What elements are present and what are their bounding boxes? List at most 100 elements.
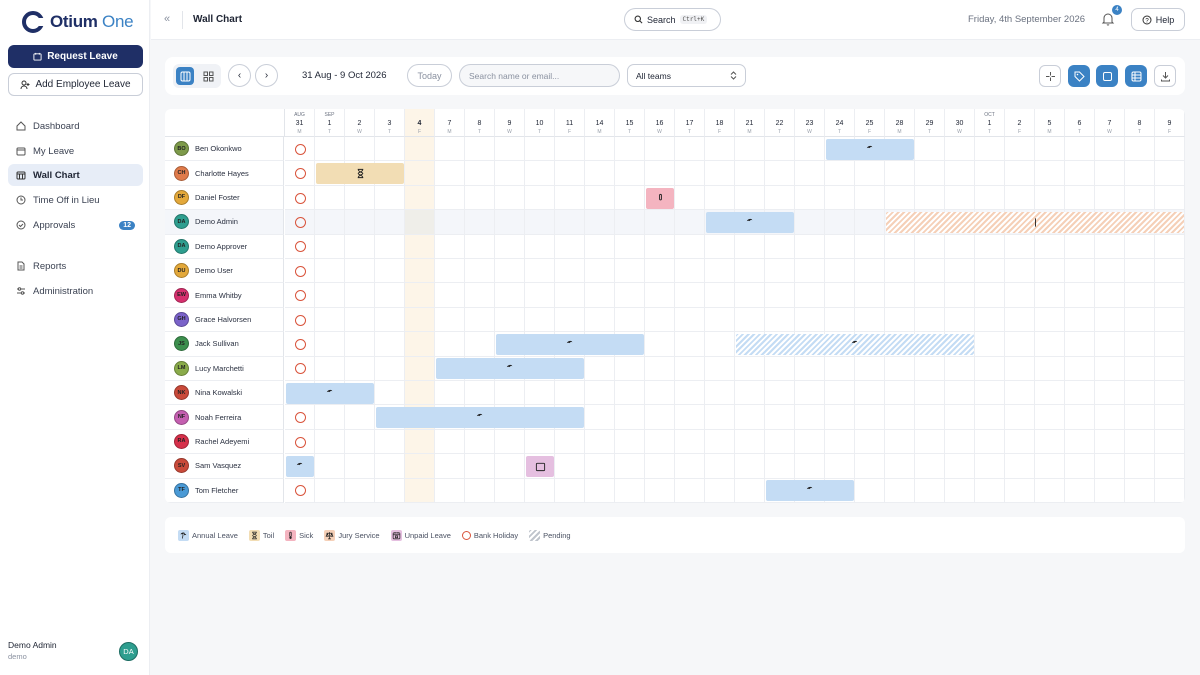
- day-cell[interactable]: [345, 185, 375, 211]
- day-cell[interactable]: [975, 307, 1005, 333]
- day-cell[interactable]: [645, 356, 675, 381]
- day-cell[interactable]: [855, 234, 885, 259]
- day-cell[interactable]: [855, 259, 885, 284]
- day-cell[interactable]: [735, 307, 765, 333]
- day-cell[interactable]: [555, 259, 585, 284]
- day-cell[interactable]: [1155, 429, 1185, 455]
- day-cell[interactable]: [555, 356, 585, 381]
- day-cell[interactable]: [495, 307, 525, 333]
- day-cell[interactable]: [675, 210, 705, 235]
- annual-leave-bar[interactable]: [766, 480, 854, 502]
- day-cell[interactable]: [435, 161, 465, 186]
- day-cell[interactable]: [705, 307, 735, 333]
- day-cell[interactable]: [1095, 137, 1125, 162]
- day-cell[interactable]: [825, 234, 855, 259]
- day-cell[interactable]: [1095, 356, 1125, 381]
- day-cell[interactable]: [825, 259, 855, 284]
- day-cell[interactable]: [915, 356, 945, 381]
- day-cell[interactable]: [585, 478, 615, 503]
- day-cell[interactable]: [1095, 259, 1125, 284]
- nav-dashboard[interactable]: Dashboard: [8, 115, 143, 137]
- day-cell[interactable]: [915, 307, 945, 333]
- day-cell[interactable]: [765, 429, 795, 455]
- unpaid-leave-bar[interactable]: [526, 455, 554, 477]
- day-cell[interactable]: [1005, 259, 1035, 284]
- day-cell[interactable]: [735, 356, 765, 381]
- day-cell[interactable]: [615, 356, 645, 381]
- day-cell[interactable]: [285, 478, 315, 503]
- day-cell[interactable]: [1125, 356, 1155, 381]
- day-cell[interactable]: [705, 185, 735, 211]
- day-cell[interactable]: [885, 137, 915, 162]
- day-cell[interactable]: [735, 137, 765, 162]
- annual-leave-bar[interactable]: [436, 358, 584, 380]
- day-cell[interactable]: [495, 454, 525, 479]
- employee-name-cell[interactable]: RA Rachel Adeyemi: [165, 429, 284, 455]
- day-cell[interactable]: [705, 429, 735, 455]
- day-cell[interactable]: [705, 283, 735, 308]
- day-cell[interactable]: [735, 405, 765, 430]
- day-cell[interactable]: [675, 405, 705, 430]
- day-cell[interactable]: [1125, 429, 1155, 455]
- day-cell[interactable]: [915, 259, 945, 284]
- day-cell[interactable]: [735, 259, 765, 284]
- day-cell[interactable]: [1035, 429, 1065, 455]
- day-cell[interactable]: [495, 381, 525, 406]
- day-cell[interactable]: [1065, 454, 1095, 479]
- day-cell[interactable]: [705, 234, 735, 259]
- day-cell[interactable]: [555, 161, 585, 186]
- day-cell[interactable]: [1095, 332, 1125, 357]
- day-cell[interactable]: [525, 478, 555, 503]
- previous-period-button[interactable]: ‹: [228, 64, 251, 87]
- day-cell[interactable]: [675, 356, 705, 381]
- day-cell[interactable]: [285, 137, 315, 162]
- day-cell[interactable]: [675, 137, 705, 162]
- day-cell[interactable]: [375, 478, 405, 503]
- day-cell[interactable]: [555, 429, 585, 455]
- day-cell[interactable]: [495, 234, 525, 259]
- day-cell[interactable]: [825, 161, 855, 186]
- day-cell[interactable]: [675, 478, 705, 503]
- day-cell[interactable]: [405, 356, 435, 381]
- day-cell[interactable]: [345, 259, 375, 284]
- day-cell[interactable]: [495, 478, 525, 503]
- day-cell[interactable]: [375, 210, 405, 235]
- day-cell[interactable]: [795, 137, 825, 162]
- day-cell[interactable]: [315, 185, 345, 211]
- day-cell[interactable]: [495, 429, 525, 455]
- day-cell[interactable]: [315, 454, 345, 479]
- day-cell[interactable]: [915, 429, 945, 455]
- day-cell[interactable]: [645, 454, 675, 479]
- day-cell[interactable]: [285, 454, 315, 479]
- day-cell[interactable]: [795, 161, 825, 186]
- weekends-toggle-button[interactable]: [1096, 65, 1118, 87]
- day-cell[interactable]: [465, 210, 495, 235]
- day-cell[interactable]: [1155, 332, 1185, 357]
- day-cell[interactable]: [375, 185, 405, 211]
- employee-name-cell[interactable]: NK Nina Kowalski: [165, 381, 284, 406]
- day-cell[interactable]: [825, 478, 855, 503]
- day-cell[interactable]: [435, 259, 465, 284]
- leave-type-filter-button[interactable]: [1068, 65, 1090, 87]
- day-cell[interactable]: [1035, 185, 1065, 211]
- day-cell[interactable]: [345, 283, 375, 308]
- day-cell[interactable]: [285, 332, 315, 357]
- day-cell[interactable]: [705, 259, 735, 284]
- day-cell[interactable]: [405, 478, 435, 503]
- day-cell[interactable]: [915, 454, 945, 479]
- day-cell[interactable]: [795, 307, 825, 333]
- day-cell[interactable]: [855, 478, 885, 503]
- day-cell[interactable]: [945, 405, 975, 430]
- day-cell[interactable]: [1155, 381, 1185, 406]
- day-cell[interactable]: [405, 307, 435, 333]
- day-cell[interactable]: [555, 185, 585, 211]
- day-cell[interactable]: [615, 234, 645, 259]
- day-cell[interactable]: [885, 185, 915, 211]
- day-cell[interactable]: [1125, 234, 1155, 259]
- compact-view-button[interactable]: [1039, 65, 1061, 87]
- day-cell[interactable]: [435, 454, 465, 479]
- day-cell[interactable]: [525, 307, 555, 333]
- day-cell[interactable]: [885, 356, 915, 381]
- day-cell[interactable]: [465, 161, 495, 186]
- day-cell[interactable]: [435, 137, 465, 162]
